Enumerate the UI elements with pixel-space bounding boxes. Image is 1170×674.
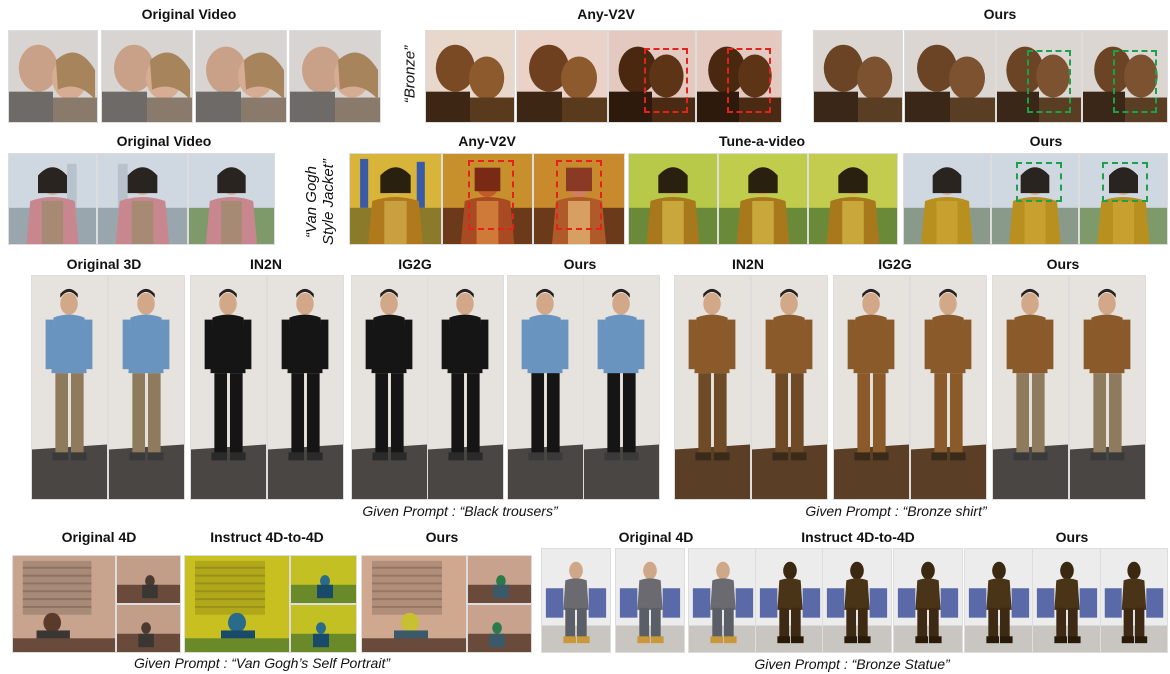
- jacket-original-frame-1: [8, 153, 97, 245]
- row2-ours-label: Ours: [1029, 133, 1063, 149]
- jacket-anyv2v-frame-1: [349, 153, 442, 245]
- row3-caption-a: Given Prompt : “Black trousers”: [362, 503, 558, 519]
- row1-prompt-label: “Bronze”: [401, 45, 419, 104]
- row2-prompt-label: “Van Gogh Style Jacket”: [303, 147, 337, 257]
- jacket-original-frame-3: [188, 153, 275, 245]
- ours-jacket-box-1: [1016, 162, 1062, 202]
- row4-ours-b-label: Ours: [1055, 529, 1089, 545]
- couple-original-frame-2: [101, 30, 193, 123]
- jacket-ours-frame-3: [1079, 153, 1168, 245]
- jacket-original-frame-2: [97, 153, 188, 245]
- jacket-tune-frame-1: [628, 153, 718, 245]
- row3-in2n-a-label: IN2N: [250, 256, 282, 272]
- seated-man-frame-5: [822, 548, 892, 653]
- standing-man-frame-9: [674, 275, 751, 500]
- seated-man-frame-4: [755, 548, 825, 653]
- couple-anyv2v-frame-3: [608, 30, 696, 123]
- couple-original-frame-1: [8, 30, 98, 123]
- standing-man-frame-1: [31, 275, 108, 500]
- anyv2v-jacket-box-1: [468, 160, 514, 230]
- row3-in2n-b-label: IN2N: [732, 256, 764, 272]
- couple-anyv2v-frame-2: [516, 30, 608, 123]
- seated-man-frame-2: [615, 548, 685, 653]
- row2-original-label: Original Video: [116, 133, 212, 149]
- row4-ours-a-label: Ours: [425, 529, 459, 545]
- couple-anyv2v-frame-1: [425, 30, 515, 123]
- couple-anyv2v-frame-4: [696, 30, 782, 123]
- row3-caption-b: Given Prompt : “Bronze shirt”: [805, 503, 987, 519]
- anyv2v-artifact-box-2: [727, 48, 771, 113]
- standing-man-frame-13: [992, 275, 1069, 500]
- anyv2v-jacket-box-2: [556, 160, 602, 230]
- row4-instruct-b-label: Instruct 4D-to-4D: [801, 529, 915, 545]
- row2-anyv2v-label: Any-V2V: [458, 133, 516, 149]
- seated-man-frame-6: [893, 548, 963, 653]
- couple-ours-frame-1: [813, 30, 903, 123]
- row4-original4d-b-label: Original 4D: [618, 529, 694, 545]
- seated-man-frame-3: [688, 548, 758, 653]
- couple-original-frame-4: [289, 30, 381, 123]
- row4-caption-a: Given Prompt : “Van Gogh’s Self Portrait…: [134, 655, 390, 671]
- couple-ours-frame-3: [996, 30, 1082, 123]
- room-instruct-view-1: [290, 555, 357, 604]
- seated-man-frame-9: [1100, 548, 1168, 653]
- room-original-main: [12, 555, 116, 653]
- room-ours-main: [361, 555, 467, 653]
- row3-ours-b-label: Ours: [1046, 256, 1080, 272]
- standing-man-frame-10: [751, 275, 828, 500]
- standing-man-frame-7: [507, 275, 584, 500]
- room-instruct-view-2: [290, 604, 357, 653]
- room-ours-view-2: [467, 604, 532, 653]
- standing-man-frame-5: [351, 275, 428, 500]
- row3-ours-a-label: Ours: [563, 256, 597, 272]
- standing-man-frame-4: [267, 275, 344, 500]
- row1-ours-label: Ours: [983, 6, 1017, 22]
- standing-man-frame-2: [108, 275, 185, 500]
- row1-anyv2v-label: Any-V2V: [577, 6, 635, 22]
- jacket-anyv2v-frame-3: [533, 153, 625, 245]
- jacket-ours-frame-2: [991, 153, 1079, 245]
- standing-man-frame-11: [833, 275, 910, 500]
- room-instruct-main: [184, 555, 290, 653]
- row4-caption-b: Given Prompt : “Bronze Statue”: [754, 656, 950, 672]
- ours-jacket-box-2: [1102, 162, 1148, 202]
- jacket-ours-frame-1: [903, 153, 991, 245]
- couple-ours-frame-4: [1082, 30, 1168, 123]
- seated-man-frame-1: [541, 548, 611, 653]
- row4-instruct-a-label: Instruct 4D-to-4D: [210, 529, 324, 545]
- seated-man-frame-7: [964, 548, 1034, 653]
- row2-tune-label: Tune-a-video: [718, 133, 806, 149]
- standing-man-frame-12: [910, 275, 987, 500]
- row1-original-label: Original Video: [141, 6, 237, 22]
- standing-man-frame-8: [583, 275, 660, 500]
- couple-ours-frame-2: [904, 30, 996, 123]
- row3-ig2g-b-label: IG2G: [878, 256, 912, 272]
- room-original-view-2: [116, 604, 181, 653]
- row2-prompt-line2: Style Jacket”: [320, 159, 337, 245]
- seated-man-frame-8: [1032, 548, 1102, 653]
- room-ours-view-1: [467, 555, 532, 604]
- ours-highlight-box-1: [1027, 50, 1071, 113]
- standing-man-frame-14: [1069, 275, 1146, 500]
- row4-original4d-a-label: Original 4D: [61, 529, 137, 545]
- standing-man-frame-6: [427, 275, 504, 500]
- room-original-view-1: [116, 555, 181, 604]
- jacket-tune-frame-3: [808, 153, 898, 245]
- row2-prompt-line1: “Van Gogh: [303, 166, 320, 238]
- couple-original-frame-3: [195, 30, 287, 123]
- row3-ig2g-a-label: IG2G: [398, 256, 432, 272]
- jacket-tune-frame-2: [718, 153, 808, 245]
- ours-highlight-box-2: [1113, 50, 1157, 113]
- row3-original3d-label: Original 3D: [66, 256, 142, 272]
- standing-man-frame-3: [190, 275, 267, 500]
- anyv2v-artifact-box-1: [644, 48, 688, 113]
